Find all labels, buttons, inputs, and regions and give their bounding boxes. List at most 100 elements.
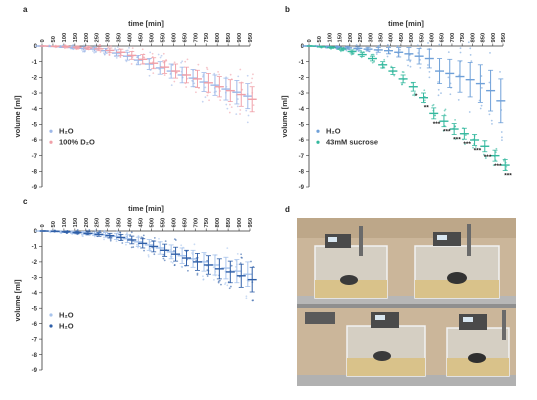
data-point: [204, 86, 207, 89]
data-point: [239, 109, 242, 111]
data-point: [197, 63, 200, 66]
data-point: [173, 264, 176, 266]
data-point: [229, 73, 232, 76]
data-point: [482, 153, 485, 156]
y-tick-label: -3: [299, 91, 305, 97]
x-tick-label: 200: [348, 33, 354, 43]
data-point: [239, 68, 242, 71]
x-tick-label: 450: [139, 218, 145, 228]
data-point: [454, 118, 456, 121]
data-point: [447, 51, 450, 54]
chart-a-svg: time [min] volume [ml] 0 -1 -2 -3 -4 -5 -6 -7 -8 -9…: [13, 19, 257, 191]
data-point: [464, 134, 467, 137]
data-point: [202, 278, 205, 281]
data-point: [129, 234, 132, 236]
y-tick-label: -7: [32, 337, 38, 343]
data-point: [396, 45, 399, 47]
legend-label: 43mM sucrose: [326, 138, 378, 147]
data-point: [236, 98, 239, 100]
data-point: [226, 284, 229, 287]
data-point: [206, 68, 209, 71]
data-point: [116, 46, 119, 48]
significance-stars: ***: [484, 154, 492, 161]
data-point: [213, 72, 216, 75]
data-point: [220, 283, 222, 286]
data-point: [442, 129, 445, 132]
y-tick-label: -8: [32, 170, 38, 176]
x-tick-label: 550: [160, 218, 166, 228]
x-tick-label: 650: [182, 218, 188, 228]
data-point: [247, 114, 250, 117]
chart-panel-b: b time [min] volume [ml] 0 -1 -2 -3 -4 -5 -6 -7 -8…: [268, 0, 537, 200]
data-point: [117, 231, 119, 233]
data-point: [225, 103, 228, 106]
data-point: [126, 49, 129, 52]
data-point: [149, 250, 152, 253]
cage-top-right: [414, 224, 500, 299]
data-point: [345, 49, 348, 52]
data-point: [500, 131, 503, 133]
data-point: [88, 229, 91, 231]
data-point: [245, 297, 248, 300]
data-point: [502, 159, 505, 162]
y-tick-label: -4: [32, 107, 38, 113]
legend-swatch: [316, 129, 320, 133]
data-point: [474, 146, 477, 148]
data-point: [372, 53, 375, 56]
data-point: [212, 266, 215, 269]
y-tick-label: -4: [299, 107, 305, 113]
x-tick-label: 300: [106, 218, 112, 228]
data-point: [184, 60, 187, 63]
legend-swatch: [49, 129, 53, 133]
data-point: [126, 232, 128, 234]
data-point: [202, 75, 204, 78]
significance-stars: ***: [453, 137, 461, 144]
data-point: [163, 259, 166, 262]
data-point: [438, 43, 441, 46]
data-point: [480, 75, 483, 77]
data-point: [83, 50, 85, 53]
x-tick-label: 700: [193, 218, 199, 228]
data-point: [185, 86, 188, 88]
x-tick-label: 0: [307, 39, 313, 42]
data-point: [147, 254, 150, 256]
panel-label-d: d: [285, 205, 290, 214]
x-tick-label: 800: [215, 33, 221, 43]
legend-swatch: [49, 140, 53, 144]
data-point: [501, 139, 503, 142]
data-point: [121, 242, 124, 244]
data-point: [141, 48, 144, 51]
x-tick-label: 150: [338, 33, 344, 43]
data-point: [93, 51, 96, 54]
data-point: [153, 253, 156, 256]
data-point: [140, 236, 143, 239]
cage-top-left: [314, 226, 388, 299]
data-point: [187, 269, 189, 272]
data-point: [195, 259, 198, 262]
data-point: [201, 100, 204, 103]
y-tick-label: -7: [32, 154, 38, 160]
data-point: [119, 231, 122, 234]
x-tick-label: 600: [171, 218, 177, 228]
data-point: [375, 53, 378, 55]
data-point: [467, 41, 470, 44]
legend-swatch: [49, 313, 53, 317]
data-point: [469, 47, 472, 50]
x-tick-label: 600: [430, 33, 436, 43]
data-point: [236, 252, 239, 255]
x-tick-label: 550: [160, 33, 166, 43]
data-point: [480, 104, 483, 107]
data-point: [165, 59, 167, 61]
data-point: [193, 82, 196, 85]
data-point: [495, 147, 498, 150]
data-point: [240, 253, 243, 256]
x-tick-label: 900: [491, 33, 497, 43]
data-point: [488, 81, 491, 84]
x-tick-label: 500: [409, 33, 415, 43]
x-axis-title: time [min]: [128, 204, 164, 213]
data-point: [171, 261, 174, 264]
data-point: [340, 50, 342, 53]
x-tick-label: 100: [62, 33, 68, 43]
x-tick-label: 250: [95, 218, 101, 228]
data-point: [416, 44, 419, 47]
